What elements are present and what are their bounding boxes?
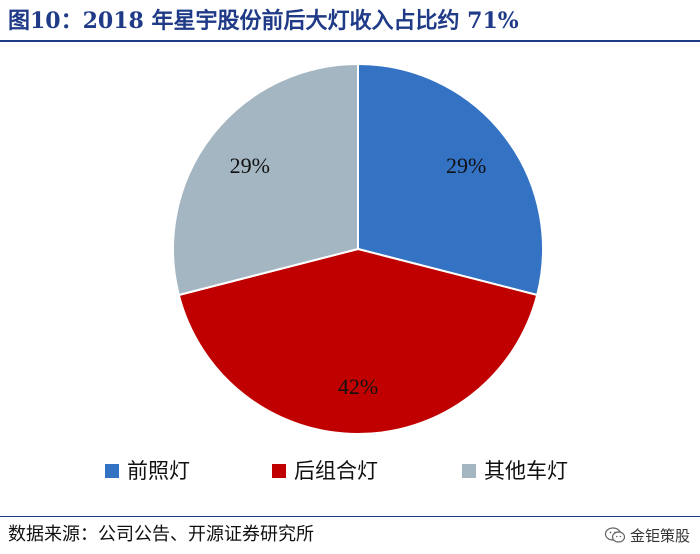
chart-legend: 前照灯 后组合灯 其他车灯: [105, 459, 568, 483]
pie-slice-3: [172, 62, 359, 297]
pie-slice-2: [177, 247, 539, 436]
legend-swatch-2: [272, 464, 286, 478]
pie-value-label-1: 29%: [446, 153, 486, 178]
source-note: 数据来源：公司公告、开源证券研究所: [8, 524, 314, 545]
chart-title: 图10：2018 年星宇股份前后大灯收入占比约 71%: [8, 8, 519, 34]
pie-chart: 29% 42% 29% 前照灯 后组合灯 其他车灯: [105, 62, 568, 483]
legend-label-3: 其他车灯: [484, 459, 568, 483]
footer-divider: [0, 516, 700, 517]
legend-swatch-1: [105, 464, 119, 478]
title-divider: [0, 40, 700, 42]
pie-slice-1: [357, 62, 544, 297]
legend-swatch-3: [462, 464, 476, 478]
pie-slices: [172, 62, 544, 436]
pie-value-labels: 29% 42% 29%: [230, 153, 487, 399]
watermark-text: 金钜策股: [629, 526, 690, 545]
watermark: 金钜策股: [604, 520, 690, 550]
legend-label-1: 前照灯: [127, 459, 190, 483]
pie-value-label-3: 29%: [230, 153, 270, 178]
legend-label-2: 后组合灯: [294, 459, 378, 483]
wechat-icon: [604, 527, 626, 543]
pie-value-label-2: 42%: [338, 374, 378, 399]
